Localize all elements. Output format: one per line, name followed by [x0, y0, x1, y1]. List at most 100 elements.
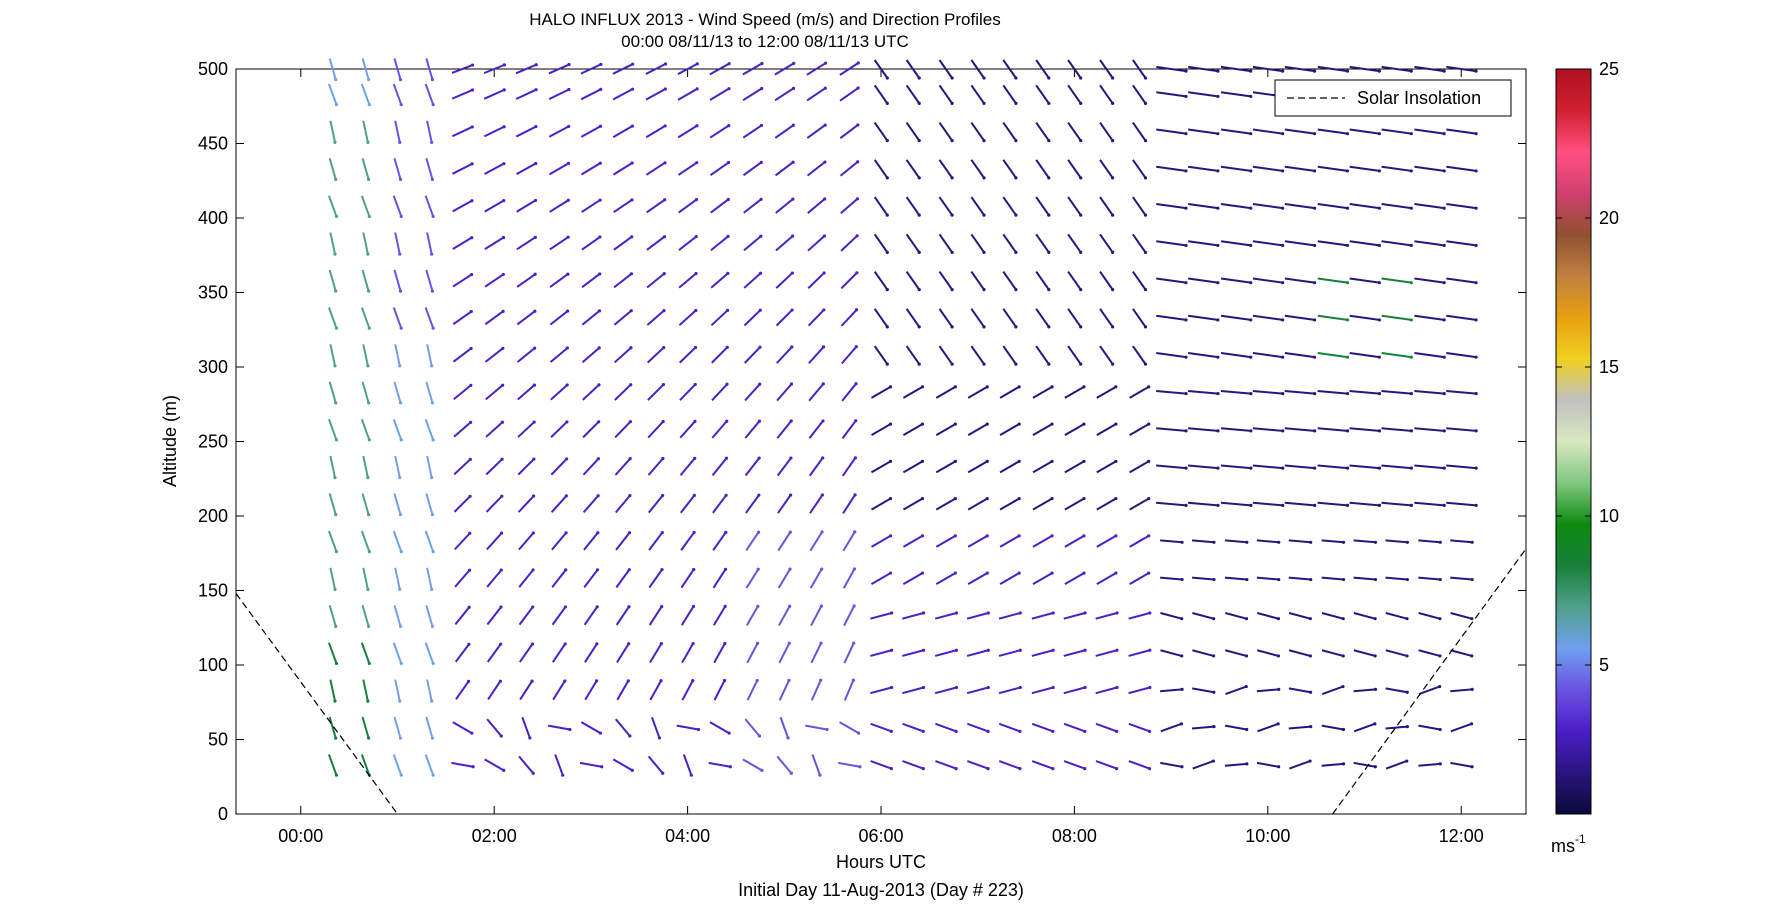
wind-vector [646, 346, 665, 364]
wind-vector [678, 272, 697, 289]
wind-vector-head [985, 534, 989, 538]
wind-vector [547, 724, 570, 731]
wind-vector-head [1474, 206, 1478, 210]
wind-vector-head [565, 420, 569, 424]
wind-vector-head [1014, 325, 1018, 329]
wind-vector-head [950, 362, 954, 366]
wind-vector [581, 273, 601, 288]
wind-vector-head [630, 124, 634, 128]
wind-vector [614, 383, 632, 401]
wind-vector-head [694, 271, 698, 276]
wind-vector [1317, 128, 1348, 135]
wind-vector [1099, 308, 1114, 328]
wind-vector-head [1409, 169, 1413, 173]
wind-vector-head [1148, 648, 1152, 652]
wind-vector [361, 381, 370, 404]
wind-vector [486, 718, 503, 737]
wind-vector [999, 385, 1020, 399]
wind-vector-head [367, 289, 371, 293]
wind-vector-head [689, 773, 693, 777]
wind-vector [841, 346, 858, 365]
wind-vector-head [1312, 243, 1317, 248]
wind-vector [548, 63, 570, 75]
y-tick-label: 150 [198, 581, 228, 601]
wind-vector-head [950, 76, 954, 80]
wind-vector [1284, 128, 1315, 135]
wind-vector-head [1470, 654, 1474, 658]
wind-vector [518, 606, 534, 626]
wind-vector [1096, 460, 1117, 474]
wind-vector [1156, 65, 1187, 73]
wind-vector-head [852, 641, 856, 645]
wind-vector [393, 269, 402, 292]
wind-vector-head [982, 325, 986, 329]
wind-vector [582, 458, 600, 476]
wind-vector-head [502, 63, 506, 67]
wind-vector-head [695, 62, 699, 66]
wind-vector-head [499, 568, 503, 572]
wind-vector [1002, 270, 1017, 291]
wind-vector [1220, 203, 1251, 210]
wind-vector [1321, 685, 1344, 696]
wind-vector-head [760, 86, 764, 91]
wind-vector [966, 686, 989, 695]
wind-vector-head [566, 309, 570, 313]
wind-vector-head [1312, 132, 1317, 136]
wind-vector-head [726, 234, 730, 239]
wind-vector [1450, 722, 1472, 733]
wind-vector [1414, 501, 1445, 507]
wind-vector-head [1184, 318, 1188, 322]
wind-vector [1288, 649, 1311, 657]
wind-vector [743, 309, 761, 327]
wind-vector-head [791, 86, 796, 90]
wind-vector-head [1147, 729, 1152, 733]
wind-vector-head [470, 162, 474, 166]
y-tick-label: 350 [198, 283, 228, 303]
wind-vector [1067, 196, 1082, 216]
wind-vector-head [366, 140, 370, 144]
wind-vector [451, 89, 473, 100]
wind-vector [616, 643, 630, 663]
wind-vector-head [1281, 466, 1285, 470]
wind-vector [775, 309, 793, 327]
wind-vector-head [532, 457, 536, 461]
wind-vector-head [692, 530, 696, 535]
wind-vector [613, 309, 632, 326]
wind-vector-head [1377, 355, 1381, 359]
wind-vector [743, 272, 762, 289]
wind-vector-head [1377, 206, 1381, 210]
wind-vector [581, 347, 600, 364]
wind-vector [548, 125, 570, 138]
wind-vector-head [661, 771, 665, 775]
wind-vector [1220, 390, 1251, 395]
wind-vector [515, 63, 537, 75]
wind-vector [1252, 277, 1283, 284]
wind-vector [426, 567, 433, 590]
wind-vector [1067, 270, 1082, 291]
wind-vector [1156, 464, 1187, 470]
wind-vector [1349, 203, 1380, 210]
legend: Solar Insolation [1274, 79, 1512, 117]
wind-vector-head [531, 771, 535, 775]
wind-vector [905, 308, 921, 328]
wind-vector [1002, 159, 1017, 179]
wind-vector-head [694, 308, 698, 313]
wind-vector-head [598, 235, 602, 239]
wind-vector-head [1277, 765, 1281, 769]
wind-vector-head [1047, 250, 1051, 254]
wind-vector-head [628, 420, 633, 424]
wind-vector [678, 198, 698, 214]
wind-vector [776, 457, 792, 477]
x-tick-label: 00:00 [278, 826, 323, 846]
wind-vector-head [1047, 213, 1051, 217]
wind-vector-head [1474, 503, 1478, 507]
wind-vector-head [662, 272, 666, 276]
colorbar-unit-exponent: -1 [1575, 832, 1586, 846]
wind-vector-head [917, 176, 921, 180]
wind-vector [841, 383, 857, 402]
wind-vector-head [1148, 685, 1152, 690]
wind-vector [843, 679, 855, 701]
wind-vector-head [1312, 69, 1317, 73]
wind-vector [777, 494, 792, 514]
wind-vector-head [1474, 132, 1478, 136]
